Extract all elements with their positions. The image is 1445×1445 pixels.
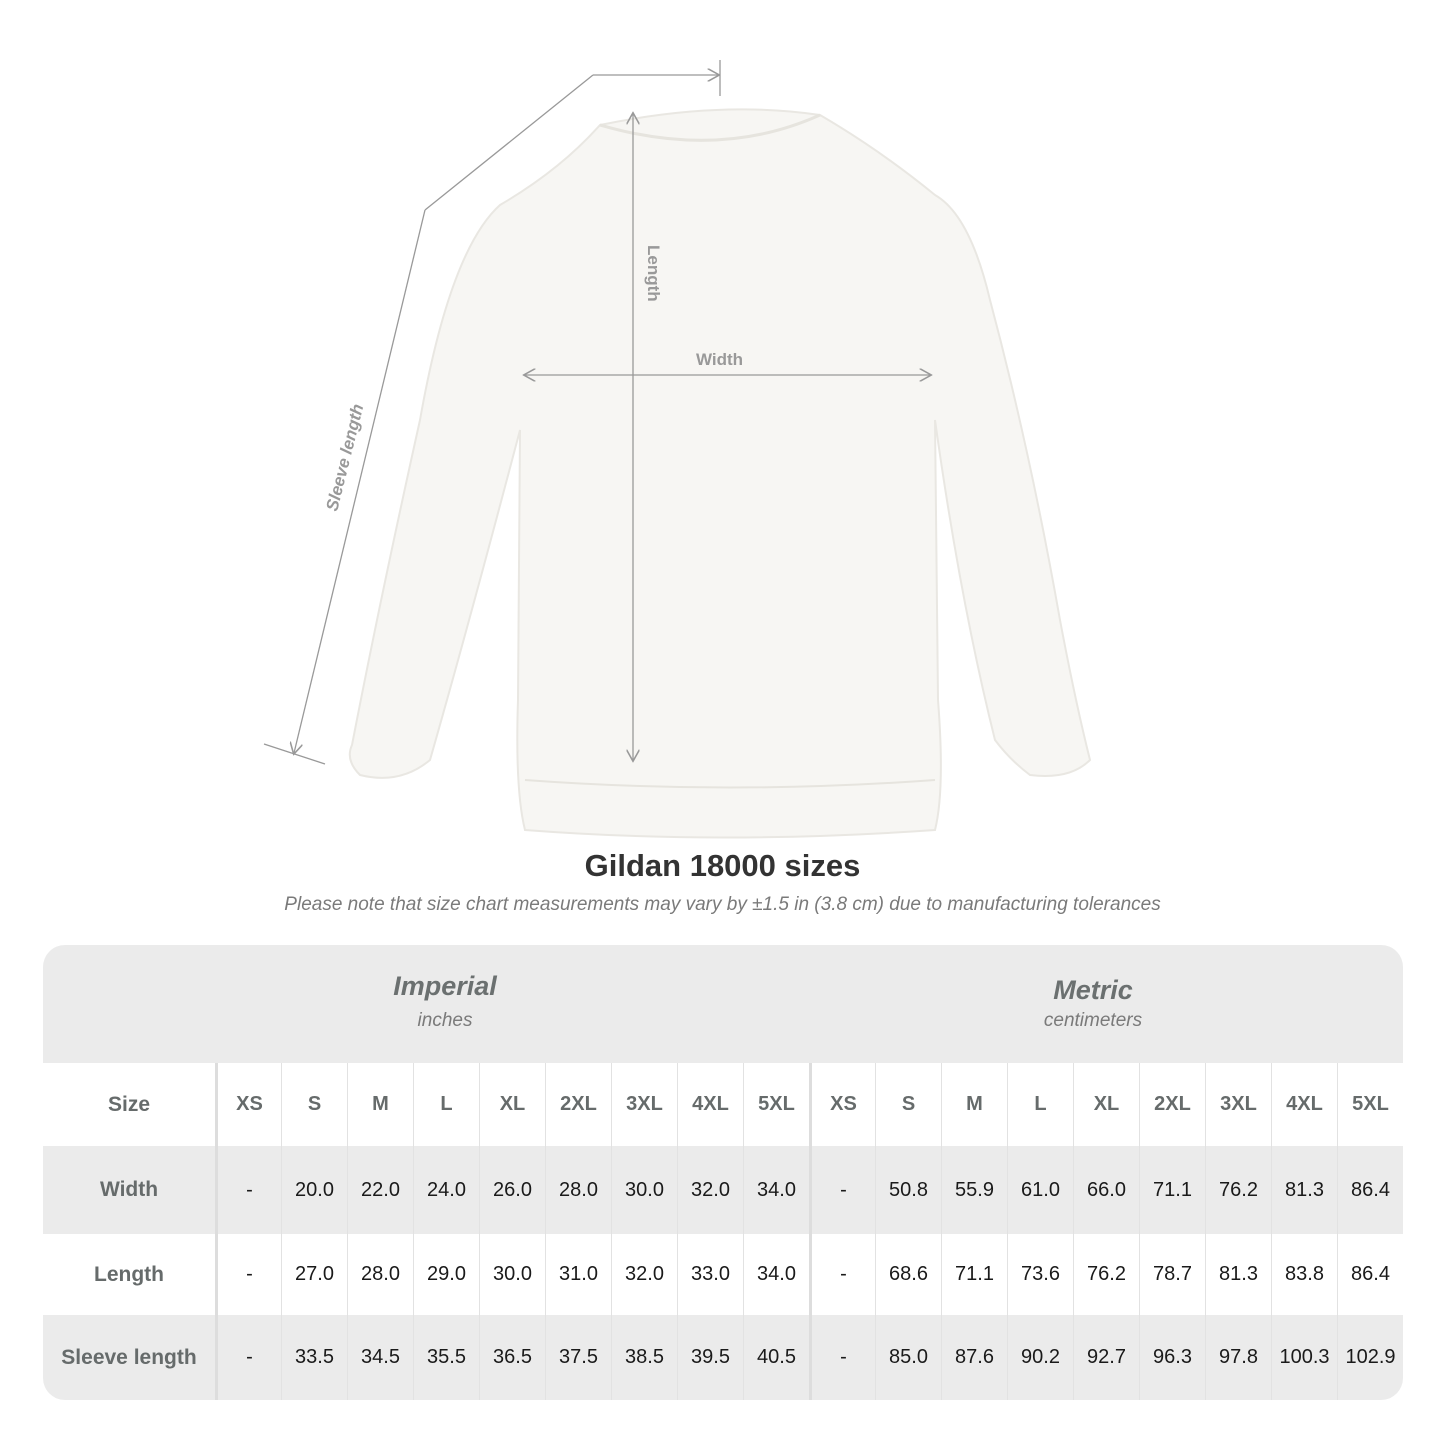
size-column-header: 3XL bbox=[611, 1063, 677, 1146]
metric-value-cell: 78.7 bbox=[1139, 1234, 1205, 1315]
sweatshirt-image bbox=[348, 108, 1092, 839]
metric-value-cell: 68.6 bbox=[875, 1234, 941, 1315]
metric-value-cell: 81.3 bbox=[1271, 1146, 1337, 1234]
width-label: Width bbox=[696, 350, 743, 369]
metric-value-cell: 71.1 bbox=[941, 1234, 1007, 1315]
metric-value-cell: 73.6 bbox=[1007, 1234, 1073, 1315]
table-row: Sleeve length -33.5 34.5 35.5 36.5 37.5 38.5 39… bbox=[43, 1315, 1403, 1400]
size-column-header: M bbox=[347, 1063, 413, 1146]
size-column-header: 3XL bbox=[1205, 1063, 1271, 1146]
size-header-row: Size XS S M L XL 2XL 3XL 4XL 5XL XS S M L XL 2XL 3XL 4XL 5… bbox=[43, 1063, 1403, 1146]
size-column-header: 5XL bbox=[1337, 1063, 1403, 1146]
size-column-header: 2XL bbox=[545, 1063, 611, 1146]
imperial-value-cell: 27.0 bbox=[281, 1234, 347, 1315]
imperial-header: Imperial inches bbox=[215, 945, 675, 1063]
imperial-value-cell: 35.5 bbox=[413, 1315, 479, 1400]
size-header-label: Size bbox=[107, 1092, 151, 1116]
metric-title: Metric bbox=[1053, 975, 1133, 1005]
metric-value-cell: 66.0 bbox=[1073, 1146, 1139, 1234]
size-column-header: 2XL bbox=[1139, 1063, 1205, 1146]
metric-value-cell: 83.8 bbox=[1271, 1234, 1337, 1315]
imperial-unit: inches bbox=[417, 1010, 473, 1031]
metric-value-cell: 86.4 bbox=[1337, 1146, 1403, 1234]
imperial-value-cell: 33.0 bbox=[677, 1234, 743, 1315]
imperial-value-cell: 32.0 bbox=[677, 1146, 743, 1234]
metric-value-cell: 61.0 bbox=[1007, 1146, 1073, 1234]
metric-value-cell: 71.1 bbox=[1139, 1146, 1205, 1234]
imperial-value-cell: 31.0 bbox=[545, 1234, 611, 1315]
metric-value-cell: 85.0 bbox=[875, 1315, 941, 1400]
metric-value-cell: 102.9 bbox=[1337, 1315, 1403, 1400]
imperial-value-cell: 34.0 bbox=[743, 1234, 809, 1315]
imperial-value-cell: 34.0 bbox=[743, 1146, 809, 1234]
metric-value-cell: 87.6 bbox=[941, 1315, 1007, 1400]
metric-value-cell: 97.8 bbox=[1205, 1315, 1271, 1400]
imperial-value-cell: 20.0 bbox=[281, 1146, 347, 1234]
size-column-header: 4XL bbox=[1271, 1063, 1337, 1146]
size-column-header: L bbox=[413, 1063, 479, 1146]
size-column-header: XL bbox=[479, 1063, 545, 1146]
length-label: Length bbox=[644, 245, 663, 302]
tolerance-note: Please note that size chart measurements… bbox=[284, 894, 1161, 915]
imperial-value-cell: 34.5 bbox=[347, 1315, 413, 1400]
size-column-header: 5XL bbox=[743, 1063, 809, 1146]
metric-value-cell: 90.2 bbox=[1007, 1315, 1073, 1400]
imperial-value-cell: 37.5 bbox=[545, 1315, 611, 1400]
metric-value-cell: 76.2 bbox=[1073, 1234, 1139, 1315]
size-column-header: 4XL bbox=[677, 1063, 743, 1146]
chart-title: Gildan 18000 sizes bbox=[584, 848, 861, 883]
metric-value-cell: 100.3 bbox=[1271, 1315, 1337, 1400]
imperial-title: Imperial bbox=[393, 971, 497, 1001]
imperial-value-cell: 29.0 bbox=[413, 1234, 479, 1315]
unit-header-band bbox=[43, 945, 1403, 1063]
size-column-header: XL bbox=[1073, 1063, 1139, 1146]
measurement-guides bbox=[263, 60, 930, 765]
metric-value-cell: 92.7 bbox=[1073, 1315, 1139, 1400]
imperial-value-cell: 38.5 bbox=[611, 1315, 677, 1400]
metric-value-cell: 96.3 bbox=[1139, 1315, 1205, 1400]
imperial-value-cell: 26.0 bbox=[479, 1146, 545, 1234]
imperial-value-cell: 32.0 bbox=[611, 1234, 677, 1315]
metric-value-cell: - bbox=[809, 1234, 875, 1315]
imperial-value-cell: 36.5 bbox=[479, 1315, 545, 1400]
metric-value-cell: - bbox=[809, 1146, 875, 1234]
imperial-value-cell: - bbox=[215, 1315, 281, 1400]
sleeve-length-label: Sleeve length bbox=[322, 402, 367, 513]
metric-header: Metric centimeters bbox=[809, 945, 1377, 1063]
size-column-header: S bbox=[281, 1063, 347, 1146]
size-column-header: XS bbox=[215, 1063, 281, 1146]
imperial-value-cell: 22.0 bbox=[347, 1146, 413, 1234]
row-label: Width bbox=[99, 1178, 159, 1201]
size-column-header: L bbox=[1007, 1063, 1073, 1146]
table-row: Length -27.0 28.0 29.0 30.0 31.0 32.0 33.0 34.0-… bbox=[43, 1234, 1403, 1315]
imperial-value-cell: 39.5 bbox=[677, 1315, 743, 1400]
metric-unit: centimeters bbox=[1043, 1010, 1143, 1031]
size-table: Imperial inches Metric centimeters Size X… bbox=[43, 945, 1403, 1400]
metric-value-cell: 81.3 bbox=[1205, 1234, 1271, 1315]
sweatshirt-diagram: Length Width Sleeve length bbox=[263, 60, 1092, 839]
metric-value-cell: - bbox=[809, 1315, 875, 1400]
imperial-value-cell: - bbox=[215, 1146, 281, 1234]
imperial-value-cell: 33.5 bbox=[281, 1315, 347, 1400]
metric-value-cell: 55.9 bbox=[941, 1146, 1007, 1234]
imperial-value-cell: - bbox=[215, 1234, 281, 1315]
size-column-header: M bbox=[941, 1063, 1007, 1146]
imperial-value-cell: 30.0 bbox=[479, 1234, 545, 1315]
metric-value-cell: 50.8 bbox=[875, 1146, 941, 1234]
size-column-header: XS bbox=[809, 1063, 875, 1146]
row-label: Sleeve length bbox=[61, 1345, 197, 1369]
imperial-value-cell: 30.0 bbox=[611, 1146, 677, 1234]
imperial-value-cell: 28.0 bbox=[347, 1234, 413, 1315]
metric-value-cell: 76.2 bbox=[1205, 1146, 1271, 1234]
imperial-value-cell: 28.0 bbox=[545, 1146, 611, 1234]
metric-value-cell: 86.4 bbox=[1337, 1234, 1403, 1315]
size-column-header: S bbox=[875, 1063, 941, 1146]
table-row: Width -20.0 22.0 24.0 26.0 28.0 30.0 32.0 34.0-5… bbox=[43, 1146, 1403, 1234]
imperial-value-cell: 40.5 bbox=[743, 1315, 809, 1400]
row-label: Length bbox=[94, 1262, 164, 1286]
imperial-value-cell: 24.0 bbox=[413, 1146, 479, 1234]
